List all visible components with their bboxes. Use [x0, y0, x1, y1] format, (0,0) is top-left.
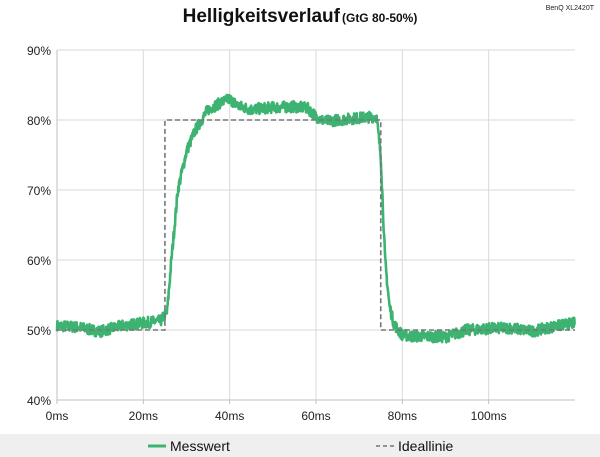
legend-band — [0, 434, 600, 457]
y-tick-label: 40% — [27, 394, 51, 408]
chart-subtitle: (GtG 80-50%) — [342, 11, 417, 25]
series-messwert-line — [55, 93, 577, 344]
legend-label-ideallinie: Ideallinie — [398, 438, 453, 454]
x-tick-label: 60ms — [301, 409, 330, 423]
x-tick-label: 0ms — [46, 409, 69, 423]
y-tick-label: 70% — [27, 184, 51, 198]
axes — [56, 50, 575, 404]
series-layer — [55, 93, 577, 344]
chart-title-main: Helligkeitsverlauf — [183, 6, 341, 27]
grid-lines — [57, 49, 575, 400]
x-tick-label: 100ms — [471, 409, 507, 423]
y-axis-ticks: 40% 50% 60% 70% 80% 90% — [27, 44, 51, 408]
legend: Messwert Ideallinie — [0, 434, 600, 457]
x-tick-label: 40ms — [215, 409, 244, 423]
legend-label-messwert: Messwert — [170, 438, 230, 454]
y-tick-label: 50% — [27, 324, 51, 338]
y-tick-label: 60% — [27, 254, 51, 268]
device-label: BenQ XL2420T — [546, 5, 595, 12]
series-ideallinie-line — [57, 119, 575, 331]
x-tick-label: 80ms — [388, 409, 417, 423]
title-line: Helligkeitsverlauf (GtG 80-50%) — [183, 6, 418, 27]
x-axis-ticks: 0ms 20ms 40ms 60ms 80ms 100ms — [46, 409, 507, 423]
x-tick-label: 20ms — [129, 409, 158, 423]
chart-title: Helligkeitsverlauf (GtG 80-50%) — [183, 6, 418, 27]
y-tick-label: 80% — [27, 114, 51, 128]
y-tick-label: 90% — [27, 44, 51, 58]
